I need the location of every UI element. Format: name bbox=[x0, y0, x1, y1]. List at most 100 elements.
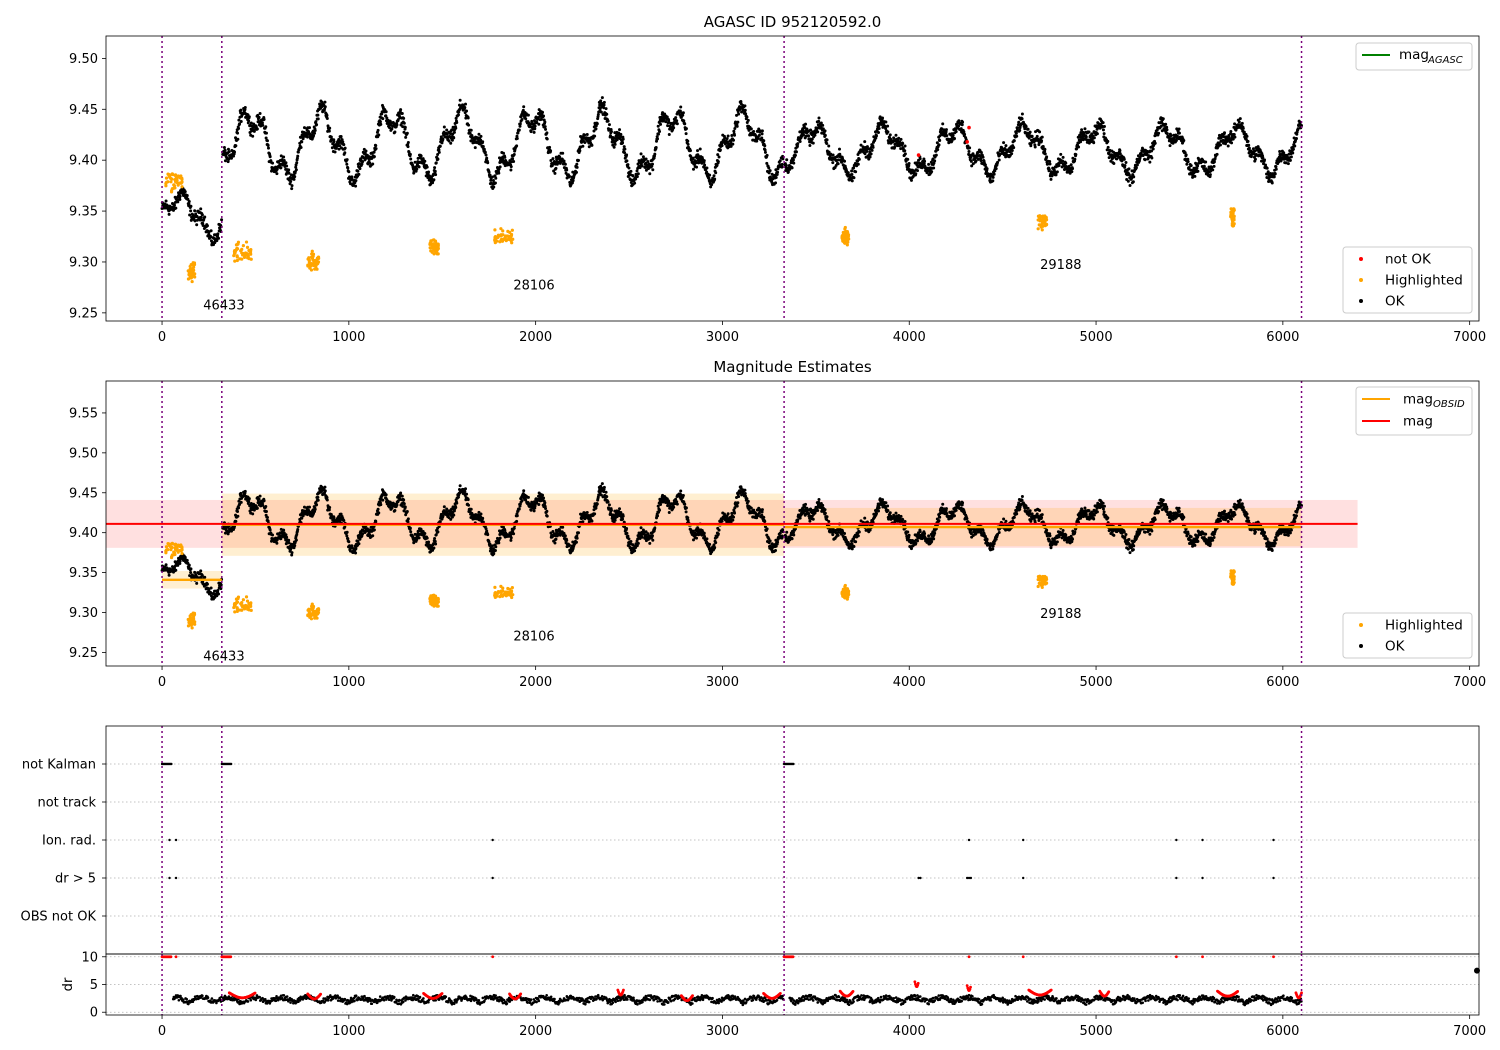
ok-point bbox=[651, 168, 655, 172]
ok-point bbox=[485, 156, 489, 160]
ok-point bbox=[635, 169, 639, 173]
ok-point bbox=[784, 164, 788, 168]
ok-point bbox=[1247, 146, 1251, 150]
ok-point bbox=[265, 139, 269, 143]
ok-point bbox=[497, 171, 501, 175]
ok-point bbox=[345, 534, 349, 538]
ok-point bbox=[991, 175, 995, 179]
ok-point bbox=[193, 219, 197, 223]
ok-point bbox=[945, 134, 949, 138]
ok-point bbox=[456, 113, 460, 117]
ok-point bbox=[737, 112, 741, 116]
ok-point bbox=[952, 137, 956, 141]
ok-point bbox=[249, 121, 253, 125]
highlighted-point bbox=[1040, 228, 1044, 232]
ok-point bbox=[205, 224, 209, 228]
ok-point bbox=[167, 212, 171, 216]
ok-point bbox=[736, 120, 740, 124]
ok-point bbox=[417, 165, 421, 169]
ok-point bbox=[1215, 152, 1219, 156]
highlighted-point bbox=[235, 246, 239, 250]
ok-point bbox=[438, 520, 442, 524]
ok-point bbox=[599, 110, 603, 114]
ok-point bbox=[570, 181, 574, 185]
ok-point bbox=[458, 98, 462, 102]
ok-point bbox=[441, 137, 445, 141]
ok-point bbox=[794, 150, 798, 154]
highlighted-point bbox=[1232, 207, 1236, 211]
top-panel-title: AGASC ID 952120592.0 bbox=[704, 13, 882, 31]
ok-point bbox=[1126, 179, 1130, 183]
ok-point bbox=[518, 122, 522, 126]
ok-point bbox=[195, 223, 199, 227]
ok-point bbox=[659, 122, 663, 126]
ok-point bbox=[481, 144, 485, 148]
ok-point bbox=[433, 166, 437, 170]
ok-point bbox=[994, 167, 998, 171]
ok-point bbox=[520, 499, 524, 503]
legend-point-swatch bbox=[1359, 278, 1363, 282]
ok-point bbox=[255, 127, 259, 131]
ok-point bbox=[268, 155, 272, 159]
ok-point bbox=[200, 213, 204, 217]
ok-point bbox=[565, 168, 569, 172]
ok-point bbox=[452, 513, 456, 517]
ok-point bbox=[481, 140, 485, 144]
ok-point bbox=[372, 528, 376, 532]
ok-point bbox=[827, 144, 831, 148]
ok-point bbox=[602, 106, 606, 110]
highlighted-point bbox=[248, 249, 253, 253]
ok-point bbox=[731, 142, 735, 146]
ok-point bbox=[515, 519, 519, 523]
ok-point bbox=[543, 120, 547, 124]
ok-point bbox=[1293, 144, 1297, 148]
ok-point bbox=[886, 130, 890, 134]
ok-point bbox=[541, 110, 545, 114]
ok-point bbox=[308, 505, 312, 509]
ok-point bbox=[1272, 175, 1276, 179]
ok-point bbox=[287, 538, 291, 542]
ok-point bbox=[611, 136, 615, 140]
ok-point bbox=[409, 530, 413, 534]
ok-point bbox=[545, 509, 549, 513]
highlighted-point bbox=[847, 237, 851, 241]
ok-point bbox=[227, 150, 231, 154]
ok-point bbox=[1246, 139, 1250, 143]
ok-point bbox=[512, 160, 516, 164]
ok-point bbox=[1208, 173, 1212, 177]
ok-point bbox=[1273, 172, 1277, 176]
ok-point bbox=[605, 112, 609, 116]
ok-point bbox=[1186, 160, 1190, 164]
not-ok-point bbox=[967, 125, 971, 130]
ok-point bbox=[792, 161, 796, 165]
ok-point bbox=[1189, 164, 1193, 168]
ok-point bbox=[596, 113, 600, 117]
ok-point bbox=[393, 130, 397, 134]
ok-point bbox=[313, 131, 317, 135]
ok-point bbox=[877, 127, 881, 131]
ok-point bbox=[432, 546, 436, 550]
ok-point bbox=[469, 507, 473, 511]
highlighted-point bbox=[496, 233, 501, 237]
ok-point bbox=[350, 175, 354, 179]
ok-point bbox=[1074, 153, 1078, 157]
ok-point bbox=[167, 573, 171, 577]
highlighted-point bbox=[430, 250, 434, 254]
ok-point bbox=[533, 127, 537, 131]
ok-point bbox=[708, 173, 712, 177]
ok-point bbox=[593, 134, 597, 138]
ok-point bbox=[618, 128, 622, 132]
obs-label: 28106 bbox=[513, 278, 554, 293]
ok-point bbox=[454, 126, 458, 130]
ok-point bbox=[209, 229, 213, 233]
highlighted-point bbox=[244, 240, 249, 244]
ok-point bbox=[932, 166, 936, 170]
ok-point bbox=[1069, 163, 1073, 167]
highlighted-point bbox=[313, 267, 317, 271]
ok-point bbox=[408, 152, 412, 156]
highlighted-point bbox=[506, 229, 510, 233]
ok-point bbox=[509, 538, 513, 542]
ok-point bbox=[730, 134, 734, 138]
ok-point bbox=[325, 117, 329, 121]
ok-point bbox=[857, 157, 861, 161]
